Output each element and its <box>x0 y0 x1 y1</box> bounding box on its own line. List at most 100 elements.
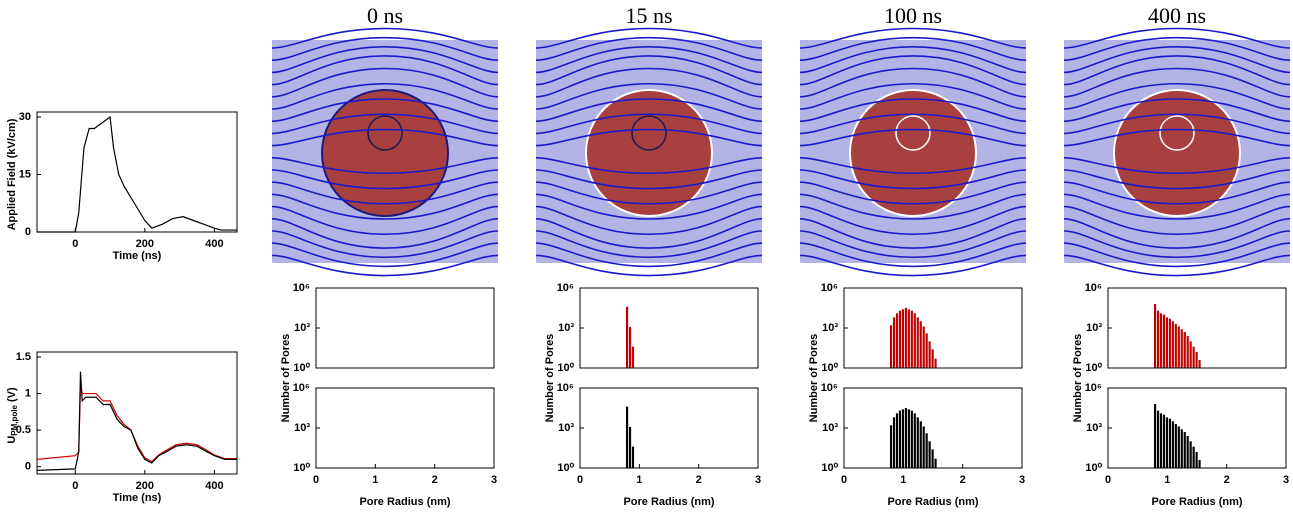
field-line <box>535 193 763 220</box>
field-line <box>799 128 1027 147</box>
field-line <box>799 98 1027 122</box>
field-line <box>799 193 1027 220</box>
field-line <box>535 157 763 175</box>
x-axis-label: Pore Radius (nm) <box>359 496 450 508</box>
y-tick-label: 1.5 <box>16 351 31 363</box>
field-line <box>271 128 499 147</box>
x-axis-label: Pore Radius (nm) <box>1151 496 1242 508</box>
bar <box>1168 318 1171 368</box>
bar <box>625 306 629 368</box>
field-line <box>535 218 763 249</box>
bar <box>892 417 896 468</box>
bar <box>1171 321 1174 368</box>
field-line <box>535 205 763 236</box>
field-line <box>271 27 499 49</box>
x-tick-label: 200 <box>136 238 154 250</box>
plot-frame <box>315 387 495 469</box>
x-tick-label: 3 <box>1019 474 1025 486</box>
y-tick-label: 10⁶ <box>557 282 574 294</box>
bar <box>919 321 922 368</box>
bar <box>904 407 907 468</box>
bar <box>1198 359 1201 368</box>
field-line <box>799 254 1027 277</box>
nucleus <box>1159 115 1195 151</box>
field-line <box>271 254 499 277</box>
bar <box>1198 459 1201 468</box>
y-axis-label: Number of Pores <box>544 334 556 423</box>
bar <box>907 309 910 368</box>
field-line <box>271 67 499 98</box>
field-line <box>535 98 763 122</box>
y-tick-label: 1 <box>25 387 31 399</box>
bar <box>1177 326 1180 368</box>
field-line <box>271 218 499 249</box>
y-tick-label: 10⁶ <box>293 282 310 294</box>
bar <box>628 426 632 468</box>
bar <box>910 410 913 468</box>
field-line <box>799 181 1027 205</box>
y-axis-label: Number of Pores <box>1072 334 1084 423</box>
x-tick-label: 2 <box>1224 474 1230 486</box>
data-line <box>37 115 237 233</box>
x-tick-label: 0 <box>313 474 319 486</box>
field-line <box>1063 36 1291 61</box>
bar <box>1162 414 1166 468</box>
y-tick-label: 10⁶ <box>1085 282 1102 294</box>
field-line <box>271 230 499 259</box>
plot-frame <box>579 387 759 469</box>
bar <box>1180 429 1183 468</box>
bar <box>1156 310 1160 368</box>
field-line <box>1063 157 1291 175</box>
y-tick-label: 10⁰ <box>557 462 574 474</box>
x-tick-label: 2 <box>960 474 966 486</box>
x-tick-label: 0 <box>1105 474 1111 486</box>
y-tick-label: 15 <box>19 168 31 180</box>
field-line <box>1063 67 1291 98</box>
y-tick-label: 10³ <box>1086 322 1102 334</box>
x-axis-label: Pore Radius (nm) <box>887 496 978 508</box>
bar <box>889 325 893 368</box>
bar <box>904 307 907 368</box>
field-line <box>799 169 1027 190</box>
bar <box>913 413 916 468</box>
y-tick-label: 0 <box>25 226 31 238</box>
bar <box>910 310 913 368</box>
bar <box>1159 413 1163 468</box>
field-line <box>271 157 499 175</box>
bar <box>1174 323 1177 368</box>
bar <box>1162 314 1166 368</box>
field-line <box>799 242 1027 268</box>
x-tick-label: 2 <box>432 474 438 486</box>
y-tick-label: 10³ <box>558 422 574 434</box>
field-line <box>271 181 499 205</box>
plot-frame <box>36 111 238 233</box>
x-axis-label: Time (ns) <box>113 492 162 504</box>
field-line <box>271 36 499 61</box>
x-axis-label: Pore Radius (nm) <box>623 496 714 508</box>
bar <box>1189 441 1192 468</box>
bar <box>1153 304 1157 368</box>
field-line <box>271 45 499 74</box>
field-line <box>1063 82 1291 110</box>
y-tick-label: 10⁰ <box>293 462 310 474</box>
bar <box>1195 351 1198 368</box>
y-axis-label: Applied Field (kV/cm) <box>6 118 18 230</box>
bar <box>931 449 934 468</box>
x-tick-label: 1 <box>636 474 642 486</box>
y-tick-label: 10³ <box>1086 422 1102 434</box>
y-tick-label: 10⁰ <box>293 362 310 374</box>
panel-title: 100 ns <box>884 3 942 28</box>
field-line <box>799 82 1027 110</box>
field-line <box>799 67 1027 98</box>
bar <box>1189 341 1192 368</box>
bar <box>1165 317 1169 368</box>
bar <box>1174 423 1177 468</box>
field-line <box>1063 45 1291 74</box>
field-line <box>535 169 763 190</box>
y-label-main: Applied Field (kV/cm) <box>6 118 18 230</box>
y-tick-label: 10⁰ <box>1085 462 1102 474</box>
bar <box>1156 410 1160 468</box>
field-line <box>271 98 499 122</box>
cell <box>321 89 449 217</box>
